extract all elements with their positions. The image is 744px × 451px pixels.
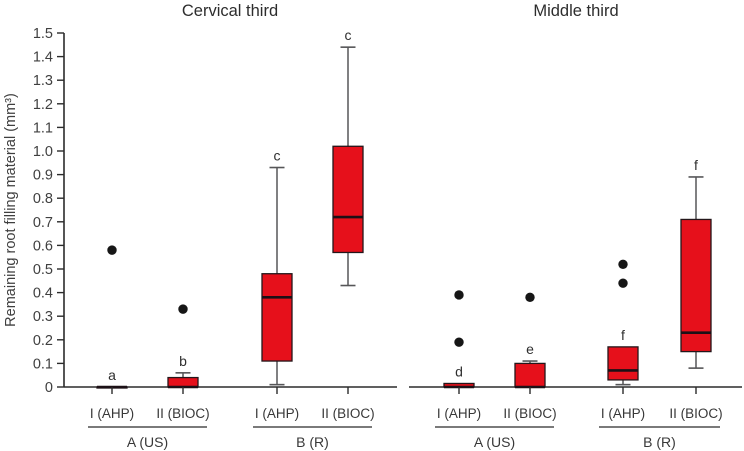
y-tick-label: 0 [45,380,53,396]
significance-letter: a [108,367,116,383]
y-tick-label: 0.1 [33,356,53,372]
significance-letter: c [345,27,352,43]
significance-letter: e [526,341,534,357]
outlier-dot [618,259,628,269]
box-category-label: II (BIOC) [321,406,374,421]
y-tick-label: 1.1 [33,120,53,136]
significance-letter: f [694,157,698,173]
significance-letter: d [455,363,463,379]
group-label: B (R) [296,434,329,450]
y-tick-label: 0.5 [33,262,53,278]
panel-title: Cervical third [182,2,278,20]
outlier-dot [107,245,117,255]
significance-letter: b [179,353,187,369]
y-tick-label: 1.0 [33,144,53,160]
box-category-label: II (BIOC) [503,406,556,421]
box-iqr [514,362,546,388]
y-tick-label: 1.2 [33,97,53,113]
y-axis-label: Remaining root filling material (mm³) [3,93,19,327]
y-tick-label: 0.2 [33,333,53,349]
box-category-label: II (BIOC) [669,406,722,421]
box-category-label: I (AHP) [437,406,481,421]
panel-title: Middle third [533,2,618,20]
box-category-label: II (BIOC) [156,406,209,421]
y-tick-label: 0.6 [33,238,53,254]
outlier-dot [454,337,464,347]
significance-letter: c [274,148,281,164]
box-iqr [332,145,364,254]
y-tick-label: 1.3 [33,73,53,89]
outlier-dot [178,304,188,314]
y-tick-label: 0.9 [33,168,53,184]
box-category-label: I (AHP) [255,406,299,421]
group-label: A (US) [474,434,515,450]
group-label: A (US) [127,434,168,450]
y-tick-label: 1.5 [33,26,53,42]
box-category-label: I (AHP) [601,406,645,421]
box-iqr [261,273,293,362]
box-iqr [607,346,639,381]
y-tick-label: 1.4 [33,50,53,66]
outlier-dot [618,278,628,288]
y-tick-label: 0.7 [33,215,53,231]
box-iqr [167,376,199,388]
outlier-dot [525,292,535,303]
box-category-label: I (AHP) [90,406,134,421]
y-tick-label: 0.3 [33,309,53,325]
y-tick-label: 0.4 [33,286,53,302]
significance-letter: f [621,327,625,343]
outlier-dot [454,290,464,300]
box-iqr [680,218,712,353]
y-tick-label: 0.8 [33,191,53,207]
group-label: B (R) [643,434,676,450]
